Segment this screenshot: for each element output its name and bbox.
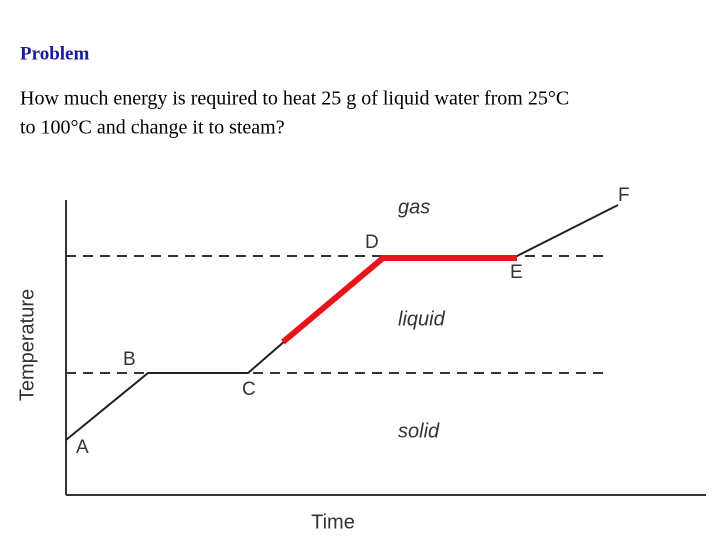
y-axis-label: Temperature [16, 289, 38, 401]
point-label: A [76, 437, 89, 458]
point-label: C [242, 379, 256, 400]
heating-curve: A B C D E F gas liquid solid Temperature… [16, 185, 706, 533]
point-label: E [510, 262, 523, 283]
region-label: solid [398, 420, 440, 442]
point-label: F [618, 185, 630, 206]
curve [65, 204, 619, 441]
problem-text: to 100°C and change it to steam? [20, 117, 285, 139]
region-label: gas [398, 196, 430, 218]
x-axis-label: Time [311, 511, 355, 533]
problem-text: How much energy is required to heat 25 g… [20, 88, 569, 110]
highlight [281, 255, 517, 345]
heading: Problem [20, 43, 89, 64]
point-label: B [123, 349, 136, 370]
region-label: liquid [398, 308, 446, 330]
point-label: D [365, 232, 379, 253]
